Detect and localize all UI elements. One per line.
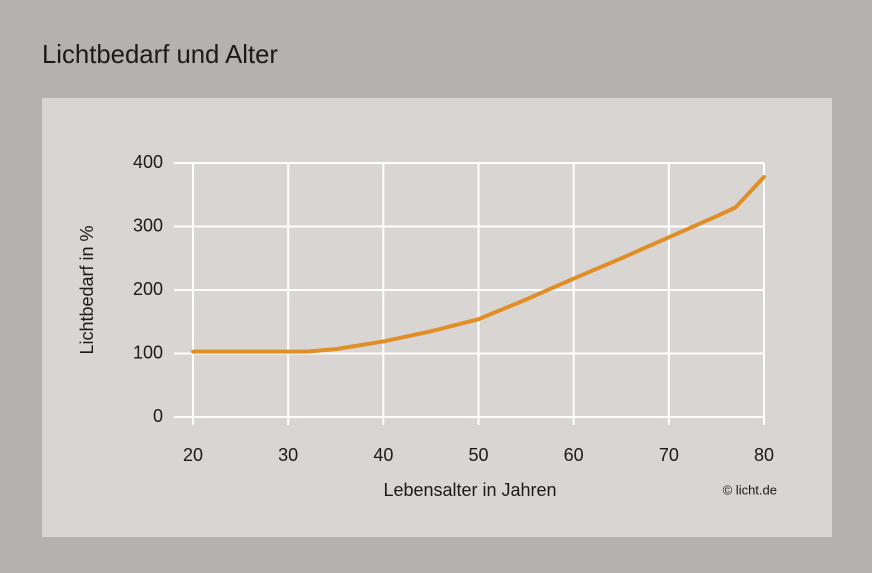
chart-title: Lichtbedarf und Alter	[42, 39, 278, 69]
y-tick-label: 0	[153, 406, 163, 426]
x-tick-label: 70	[659, 445, 679, 465]
x-axis-label: Lebensalter in Jahren	[383, 480, 556, 500]
y-tick-label: 400	[133, 152, 163, 172]
x-tick-label: 60	[564, 445, 584, 465]
y-tick-label: 200	[133, 279, 163, 299]
x-tick-label: 50	[468, 445, 488, 465]
y-tick-label: 100	[133, 342, 163, 362]
panel	[42, 98, 832, 537]
credit: © licht.de	[723, 482, 777, 497]
data-line	[191, 175, 766, 354]
x-tick-label: 20	[183, 445, 203, 465]
x-tick-label: 30	[278, 445, 298, 465]
y-tick-label: 300	[133, 215, 163, 235]
x-tick-label: 80	[754, 445, 774, 465]
x-tick-label: 40	[373, 445, 393, 465]
y-axis-label: Lichtbedarf in %	[77, 225, 97, 354]
